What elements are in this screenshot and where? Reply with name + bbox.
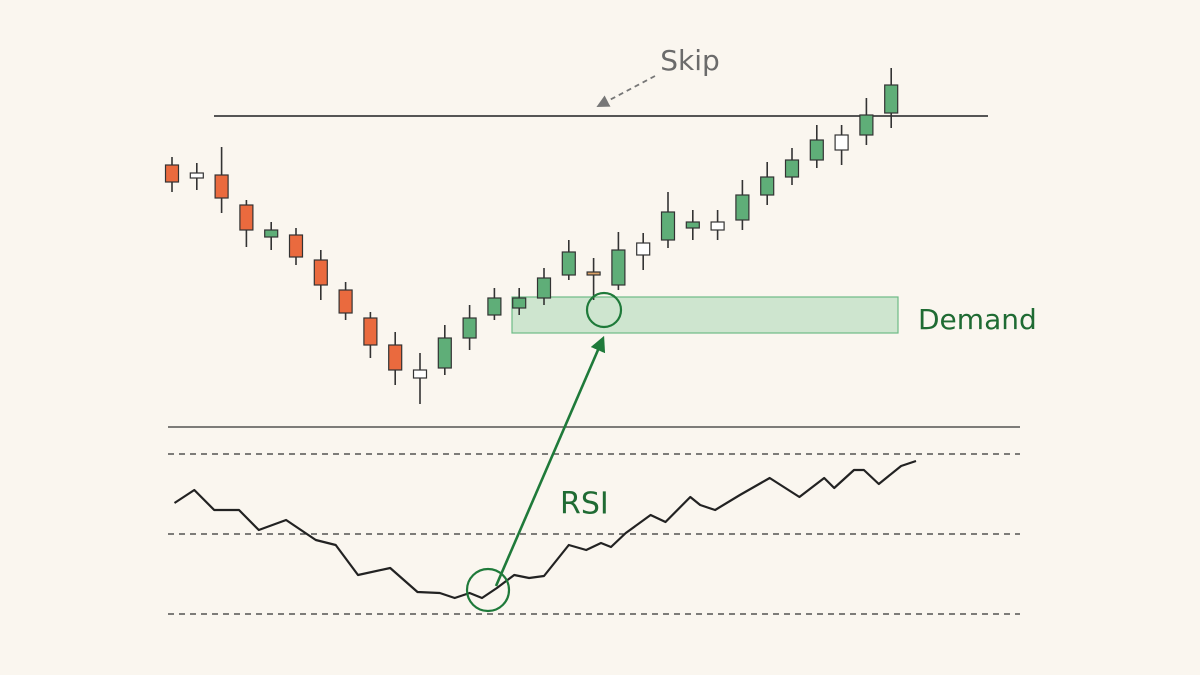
candle-body	[859, 114, 874, 136]
candle-body	[536, 277, 552, 299]
candle-body	[884, 84, 899, 114]
candle-body	[710, 221, 725, 231]
divergence-arrow	[494, 335, 606, 587]
rsi-highlight	[465, 567, 511, 613]
candle-body	[462, 317, 477, 339]
candle-body	[363, 317, 378, 346]
demand-zone	[511, 296, 899, 334]
candle-body	[784, 159, 800, 178]
candle-body	[189, 172, 204, 179]
candle-body	[437, 337, 452, 369]
candle-body	[288, 234, 304, 258]
candle-highlight	[585, 291, 623, 329]
candle-body	[685, 221, 700, 229]
candle-body	[487, 297, 502, 316]
candle-body	[264, 229, 279, 238]
candle-body	[636, 242, 651, 256]
candle-body	[586, 271, 601, 276]
demand-label: Demand	[918, 303, 1037, 336]
candle-body	[214, 174, 229, 199]
candle-body	[809, 139, 824, 161]
rsi-label: RSI	[560, 487, 609, 522]
candle-body	[313, 259, 328, 286]
candle-body	[561, 251, 576, 276]
candle-body	[412, 369, 428, 379]
candle-body	[611, 249, 626, 286]
candle-body	[760, 176, 775, 196]
candle-body	[164, 164, 180, 183]
candle-body	[239, 204, 254, 231]
candle-body	[660, 211, 676, 241]
candle-body	[834, 134, 849, 151]
rsi-line	[173, 459, 917, 600]
candle-body	[338, 289, 353, 314]
candle-body	[512, 297, 527, 309]
candle-body	[735, 194, 750, 221]
skip-arrow	[596, 75, 656, 107]
skip-label[interactable]: Skip	[660, 44, 720, 77]
candle-body	[388, 344, 403, 371]
